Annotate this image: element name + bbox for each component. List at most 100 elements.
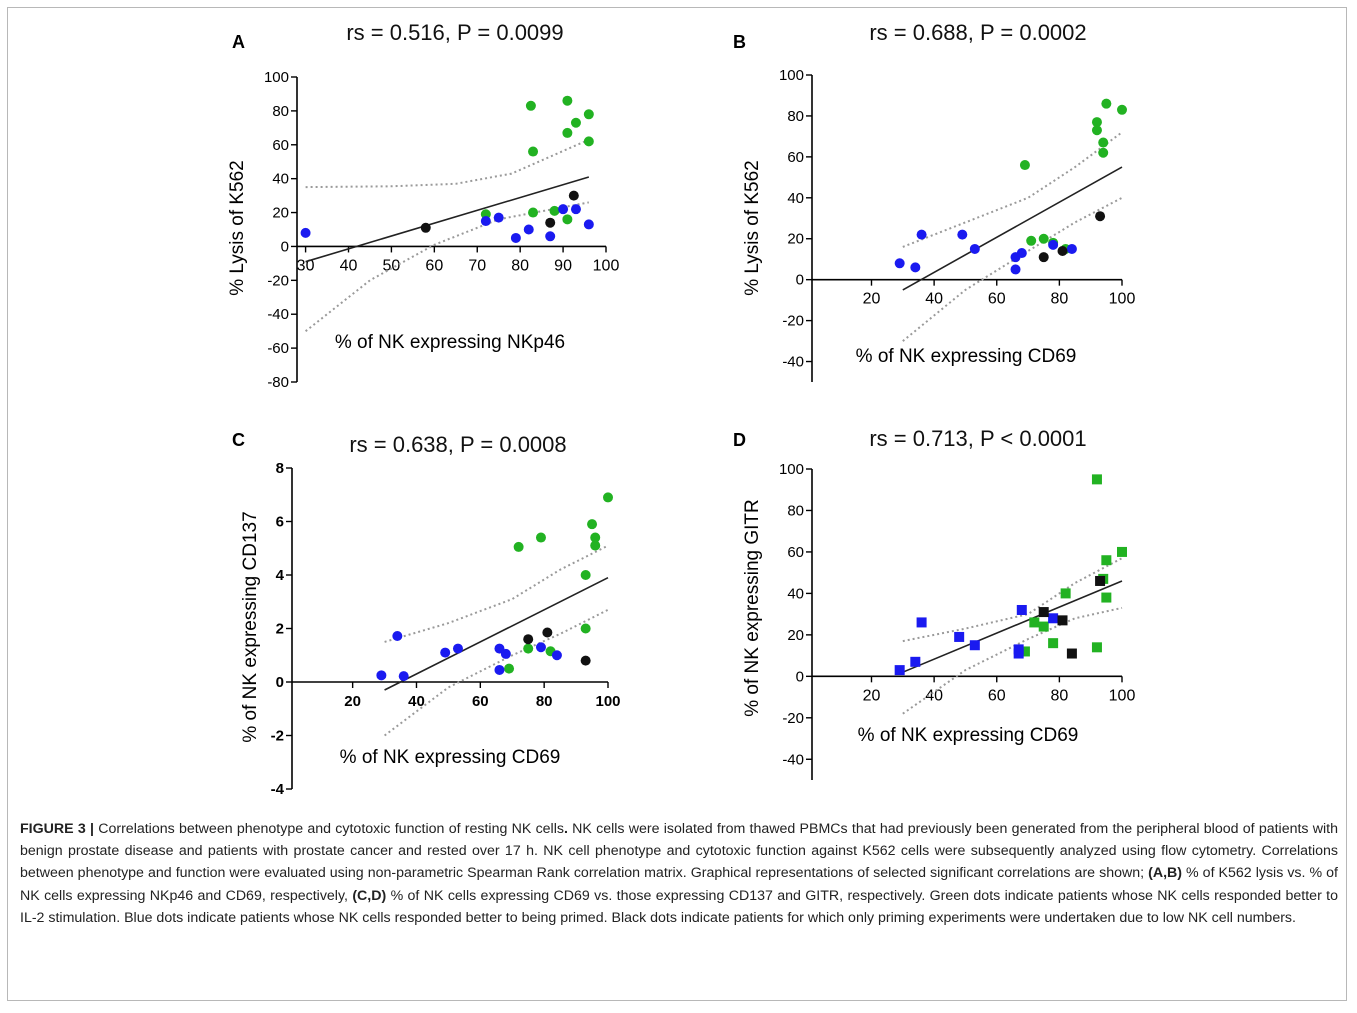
x-tick-label-d: 20 (863, 687, 881, 704)
y-tick-label-c: -4 (271, 781, 285, 798)
data-point-c (440, 647, 451, 658)
data-point-b (1026, 235, 1037, 246)
y-axis-label-c: % of NK expressing CD137 (240, 511, 261, 742)
y-tick-label-a: 60 (272, 137, 289, 154)
ci-lower-curve-d (902, 606, 1123, 715)
data-point-b (1010, 264, 1021, 275)
data-point-d (1091, 642, 1102, 653)
data-point-a (568, 190, 579, 201)
x-tick-label-b: 100 (1109, 291, 1136, 308)
caption-title-end: . (563, 821, 568, 837)
x-tick-label-a: 30 (297, 257, 315, 274)
data-point-d (894, 665, 905, 676)
data-point-d (910, 656, 921, 667)
caption-label: FIGURE 3 | (20, 821, 94, 837)
y-axis-label-b: % Lysis of K562 (742, 160, 763, 296)
panel-label-b: B (733, 32, 746, 52)
caption-ref-ab: (A,B) (1148, 865, 1182, 882)
data-point-d (1060, 588, 1071, 599)
data-point-a (420, 222, 431, 233)
y-tick-label-c: 0 (276, 674, 284, 691)
y-tick-label-a: 80 (272, 103, 289, 120)
data-point-b (1038, 252, 1049, 263)
x-axis-label-d: % of NK expressing CD69 (858, 725, 1079, 746)
y-tick-label-b: 20 (787, 231, 804, 248)
data-point-a (583, 109, 594, 120)
data-point-c (504, 663, 515, 674)
y-tick-label-b: 40 (787, 190, 804, 207)
data-point-a (523, 224, 534, 235)
x-tick-label-b: 40 (925, 291, 943, 308)
data-point-b (1098, 137, 1109, 148)
chart-title-b: rs = 0.688, P = 0.0002 (869, 20, 1086, 45)
x-tick-label-a: 100 (593, 257, 620, 274)
data-point-a (528, 207, 539, 218)
data-point-b (894, 258, 905, 269)
data-point-a (570, 117, 581, 128)
data-point-c (551, 650, 562, 661)
y-tick-label-c: -2 (271, 728, 284, 745)
chart-title-d: rs = 0.713, P < 0.0001 (869, 426, 1086, 451)
y-tick-label-a: 20 (272, 205, 289, 222)
ci-upper-curve-b (902, 131, 1123, 248)
data-point-b (1101, 98, 1112, 109)
data-point-b (1098, 147, 1109, 158)
data-point-a (583, 219, 594, 230)
data-point-a (525, 100, 536, 111)
data-point-c (398, 671, 409, 682)
data-point-b (1019, 160, 1030, 171)
data-point-b (1038, 233, 1049, 244)
x-tick-label-c: 60 (472, 693, 489, 710)
x-axis-label-b: % of NK expressing CD69 (856, 346, 1077, 367)
data-point-b (1048, 239, 1059, 250)
caption-text-3: % of NK cells expressing CD69 vs. those … (20, 887, 1338, 926)
x-tick-label-b: 60 (988, 291, 1006, 308)
x-tick-label-b: 80 (1050, 291, 1068, 308)
x-tick-label-c: 20 (344, 693, 361, 710)
caption-title: Correlations between phenotype and cytot… (93, 821, 564, 837)
ci-lower-curve-c (383, 608, 609, 737)
data-point-d (1095, 575, 1106, 586)
regression-line-d (902, 580, 1123, 673)
data-point-d (1019, 646, 1030, 657)
y-axis-label-d: % of NK expressing GITR (742, 499, 763, 717)
x-tick-label-a: 70 (468, 257, 486, 274)
y-tick-label-d: -20 (782, 710, 804, 727)
y-tick-label-d: 20 (787, 627, 804, 644)
figure-caption: FIGURE 3 | Correlations between phenotyp… (20, 818, 1338, 929)
panel-label-a: A (232, 32, 245, 52)
data-point-d (1057, 615, 1068, 626)
data-point-a (570, 204, 581, 215)
data-point-d (1048, 613, 1059, 624)
data-point-a (493, 212, 504, 223)
x-tick-label-c: 40 (408, 693, 425, 710)
y-tick-label-c: 4 (276, 567, 285, 584)
y-tick-label-b: 0 (796, 272, 804, 289)
y-tick-label-b: 80 (787, 108, 804, 125)
data-point-a (558, 204, 569, 215)
data-point-d (954, 631, 965, 642)
x-tick-label-a: 60 (425, 257, 443, 274)
data-point-b (957, 229, 968, 240)
data-point-c (523, 634, 534, 645)
y-tick-label-b: -40 (782, 354, 804, 371)
x-tick-label-b: 20 (863, 291, 881, 308)
data-point-a (528, 146, 539, 157)
data-point-c (580, 655, 591, 666)
x-axis-label-a: % of NK expressing NKp46 (335, 332, 565, 353)
data-point-c (452, 643, 463, 654)
y-tick-label-d: 100 (779, 461, 804, 478)
data-point-a (562, 127, 573, 138)
data-point-c (590, 540, 601, 551)
ci-upper-curve-d (902, 557, 1123, 643)
data-point-b (1091, 125, 1102, 136)
x-tick-label-a: 90 (554, 257, 572, 274)
y-tick-label-d: 60 (787, 544, 804, 561)
data-point-c (603, 492, 613, 503)
y-tick-label-a: -80 (267, 374, 289, 391)
y-tick-label-b: 60 (787, 149, 804, 166)
data-point-c (523, 643, 534, 654)
